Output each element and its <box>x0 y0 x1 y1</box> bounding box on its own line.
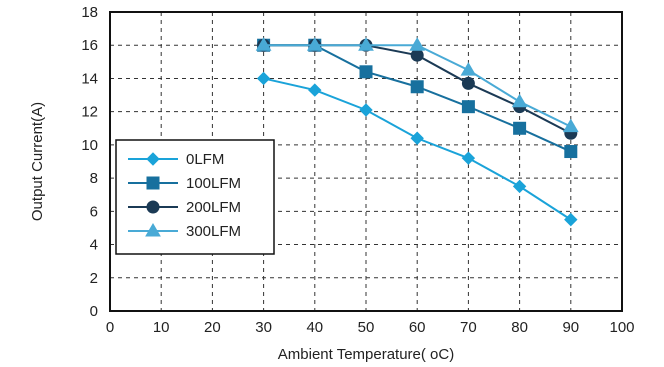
series-0LFM <box>256 71 578 227</box>
series-300LFM <box>255 37 579 133</box>
y-tick-label: 8 <box>90 170 98 187</box>
data-point <box>409 37 426 51</box>
data-point <box>410 80 424 94</box>
x-tick-label: 20 <box>204 319 221 336</box>
x-tick-label: 100 <box>609 319 634 336</box>
data-point <box>410 131 424 145</box>
data-point <box>358 37 374 51</box>
data-point <box>256 71 271 86</box>
legend-label: 0LFM <box>186 151 224 168</box>
legend-item-200LFM: 200LFM <box>128 199 241 216</box>
data-point <box>511 93 528 108</box>
data-point <box>460 62 477 76</box>
data-point <box>562 118 579 133</box>
data-point <box>513 121 527 135</box>
legend-label: 300LFM <box>186 223 241 240</box>
legend-marker <box>146 200 160 214</box>
data-point <box>461 151 476 165</box>
x-tick-label: 60 <box>409 319 426 336</box>
legend-item-300LFM: 300LFM <box>128 223 241 240</box>
legend: 0LFM 100LFM 200LFM 300LFM <box>115 139 275 255</box>
y-tick-label: 18 <box>81 4 98 21</box>
data-point <box>564 145 578 159</box>
x-axis-title: Ambient Temperature( oC) <box>278 346 454 363</box>
data-point <box>255 37 272 51</box>
legend-marker <box>145 223 161 237</box>
y-tick-label: 0 <box>90 303 98 320</box>
data-point <box>461 100 475 114</box>
y-tick-label: 12 <box>81 104 98 121</box>
y-tick-label: 14 <box>81 70 98 87</box>
x-tick-label: 90 <box>562 319 579 336</box>
x-tick-label: 80 <box>511 319 528 336</box>
grid-lines <box>110 12 622 311</box>
x-tick-label: 70 <box>460 319 477 336</box>
legend-marker <box>146 176 160 190</box>
data-point <box>512 179 527 194</box>
axis-ticks: 0 10 20 30 40 50 60 70 80 90 100 0 2 4 6 8 10 12 14 16 18 <box>81 4 634 336</box>
plot-area-frame <box>109 11 623 312</box>
y-tick-label: 16 <box>81 37 98 54</box>
x-tick-label: 30 <box>255 319 272 336</box>
y-tick-label: 2 <box>90 270 98 287</box>
x-tick-label: 10 <box>153 319 170 336</box>
y-tick-label: 10 <box>81 137 98 154</box>
data-point <box>359 65 373 79</box>
data-point <box>564 212 578 227</box>
legend-marker <box>146 152 160 166</box>
data-point <box>306 37 323 51</box>
series-group <box>255 37 579 227</box>
y-axis-title: Output Current(A) <box>29 102 46 221</box>
x-tick-label: 40 <box>306 319 323 336</box>
data-point <box>308 83 322 97</box>
legend-item-100LFM: 100LFM <box>128 175 241 192</box>
data-point <box>410 48 424 62</box>
legend-item-0LFM: 0LFM <box>128 151 224 168</box>
legend-label: 200LFM <box>186 199 241 216</box>
y-tick-label: 4 <box>90 237 98 254</box>
data-point <box>461 76 475 90</box>
y-tick-label: 6 <box>90 203 98 220</box>
legend-label: 100LFM <box>186 175 241 192</box>
x-tick-label: 0 <box>106 319 114 336</box>
data-point <box>359 103 373 117</box>
x-tick-label: 50 <box>358 319 375 336</box>
